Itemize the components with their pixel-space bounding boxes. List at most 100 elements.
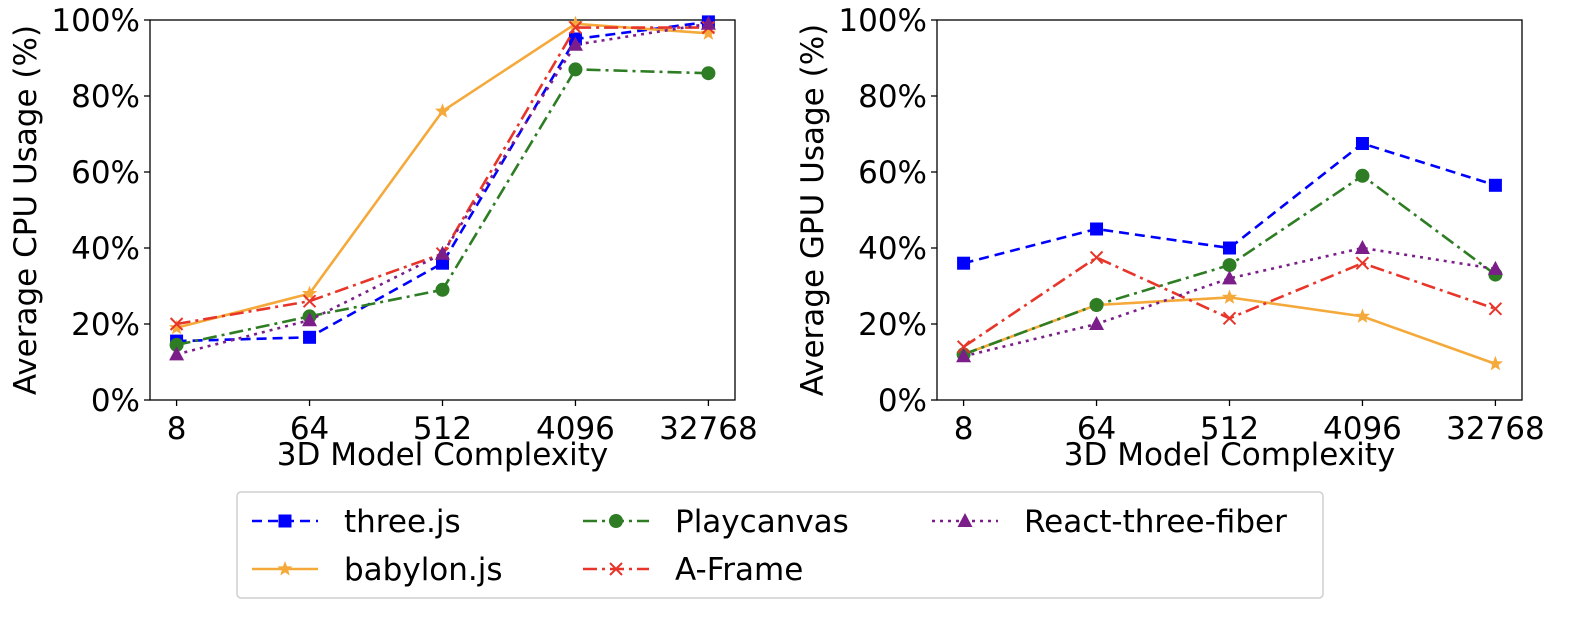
x-axis-title: 3D Model Complexity (277, 437, 608, 473)
data-point-triangle (956, 348, 972, 363)
data-point-star (169, 319, 185, 335)
legend-label: three.js (344, 504, 461, 540)
legend-entry: three.js (252, 504, 461, 540)
y-tick-label: 60% (71, 155, 140, 191)
gpu-usage-chart: 0% 20% 40% 60% 80% 100% 8 64 512 4096 32768 3D Mode… (795, 3, 1545, 473)
data-point-square (1223, 241, 1236, 255)
data-point-triangle (1222, 270, 1237, 285)
plot-frame (149, 19, 736, 401)
legend-marker-x (609, 562, 623, 576)
data-point-square (436, 256, 449, 270)
y-tick-label: 0% (878, 383, 927, 419)
legend-entry: A-Frame (583, 552, 803, 588)
data-point-square (1355, 137, 1369, 150)
y-tick-label: 80% (858, 79, 927, 115)
data-point-circle (435, 282, 450, 297)
series-three-js (170, 15, 715, 348)
y-axis-title: Average GPU Usage (%) (795, 24, 831, 397)
x-tick-label: 32768 (1446, 411, 1545, 447)
data-point-star (301, 285, 318, 301)
legend-label: Playcanvas (675, 504, 849, 540)
data-point-triangle (1354, 240, 1370, 254)
series-react-three-fiber (169, 15, 716, 361)
legend-marker-square (278, 514, 292, 528)
data-point-circle (169, 337, 184, 352)
data-point-triangle (567, 36, 583, 51)
data-point-triangle (1487, 260, 1503, 275)
data-point-triangle (169, 346, 185, 361)
legend-entry: Playcanvas (583, 504, 849, 540)
series-a-frame (956, 250, 1503, 354)
series-line (176, 22, 709, 330)
data-point-x (1355, 256, 1370, 270)
x-tick-label: 512 (413, 411, 472, 447)
series-line (176, 22, 709, 356)
series-react-three-fiber (956, 240, 1503, 363)
series-line (963, 142, 1496, 265)
series-babylon-js (956, 289, 1503, 371)
data-point-square (957, 256, 971, 270)
series-line (176, 26, 709, 326)
data-point-star (1354, 308, 1371, 323)
data-point-circle (1222, 258, 1237, 273)
y-tick-label: 100% (51, 3, 140, 39)
x-tick-label: 32768 (659, 411, 758, 447)
data-point-x (1089, 250, 1104, 265)
x-axis-title: 3D Model Complexity (1064, 437, 1395, 473)
data-point-triangle (700, 15, 716, 30)
legend-frame (236, 491, 1324, 599)
data-point-circle (1355, 168, 1370, 183)
data-point-x (1222, 311, 1237, 326)
legend-label: A-Frame (675, 552, 803, 588)
data-point-circle (1089, 298, 1104, 312)
data-point-triangle (302, 312, 318, 327)
y-tick-label: 60% (858, 155, 927, 191)
y-tick-label: 100% (838, 3, 927, 39)
y-axis-title: Average CPU Usage (%) (8, 25, 44, 395)
data-point-square (1090, 222, 1104, 236)
x-tick-label: 8 (954, 411, 974, 447)
legend-entry: React-three-fiber (932, 504, 1287, 540)
y-tick-label: 40% (858, 231, 927, 267)
data-point-square (1488, 178, 1502, 192)
data-point-triangle (435, 245, 450, 260)
legend: three.js Playcanvas React-three-fiber babyl… (236, 491, 1324, 599)
y-tick-label: 40% (71, 231, 140, 267)
cpu-usage-chart: 0% 20% 40% 60% 80% 100% 8 64 512 4096 32768 3D Mode… (8, 3, 758, 473)
x-tick-label: 64 (1077, 411, 1116, 447)
series-playcanvas (956, 168, 1503, 362)
legend-label: React-three-fiber (1024, 504, 1287, 540)
x-tick-label: 64 (290, 411, 329, 447)
series-line (176, 20, 709, 343)
y-tick-label: 20% (858, 307, 927, 343)
series-line (963, 246, 1496, 358)
data-point-triangle (1089, 316, 1105, 330)
legend-label: babylon.js (344, 552, 503, 588)
data-point-x (302, 294, 317, 308)
x-tick-label: 512 (1200, 411, 1259, 447)
data-point-square (303, 330, 317, 344)
series-line (963, 296, 1496, 366)
data-point-x (1488, 302, 1503, 316)
data-point-star (1487, 355, 1503, 371)
data-point-x (568, 20, 583, 35)
legend-marker-star (277, 561, 293, 576)
data-point-star (567, 15, 584, 31)
data-point-x (956, 340, 971, 354)
y-tick-label: 80% (71, 79, 140, 115)
data-point-circle (701, 66, 716, 81)
y-tick-label: 0% (91, 383, 140, 419)
data-point-x (169, 317, 184, 331)
data-point-circle (568, 62, 583, 77)
data-point-star (700, 25, 716, 40)
y-tick-label: 20% (71, 307, 140, 343)
x-tick-label: 8 (167, 411, 187, 447)
series-babylon-js (169, 15, 716, 335)
legend-marker-triangle (957, 513, 973, 527)
legend-entry: babylon.js (252, 552, 503, 588)
series-three-js (957, 137, 1502, 270)
x-tick-label: 4096 (1323, 411, 1402, 447)
x-tick-label: 4096 (536, 411, 615, 447)
data-point-star (1221, 289, 1238, 304)
